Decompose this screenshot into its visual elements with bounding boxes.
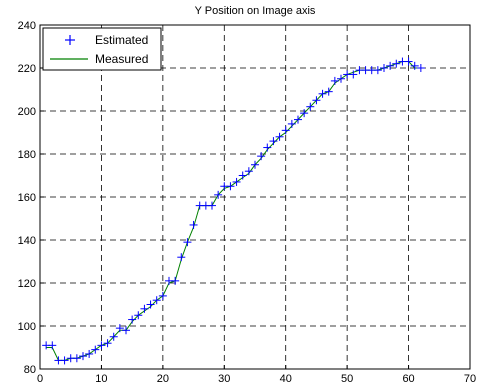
data-point-estimated	[281, 126, 290, 135]
y-tick-label: 180	[18, 149, 36, 161]
data-point-estimated	[152, 296, 161, 305]
legend-box	[42, 27, 162, 71]
data-point-estimated	[128, 315, 137, 324]
plot-area-frame	[39, 24, 471, 370]
data-point-estimated	[263, 143, 272, 152]
series-line-measured	[46, 61, 421, 361]
y-tick-label: 240	[18, 20, 36, 32]
y-tick-label: 200	[18, 106, 36, 118]
data-point-estimated	[300, 109, 309, 118]
chart-title: Y Position on Image axis	[195, 5, 316, 17]
data-point-estimated	[115, 324, 124, 333]
y-tick-label: 140	[18, 235, 36, 247]
data-point-estimated	[373, 66, 382, 75]
data-point-estimated	[60, 356, 69, 365]
data-point-estimated	[324, 87, 333, 96]
legend-label-measured: Measured	[95, 52, 148, 66]
y-tick-label: 120	[18, 278, 36, 290]
x-tick-label: 10	[95, 373, 107, 385]
x-tick-label: 60	[402, 373, 414, 385]
data-point-estimated	[410, 61, 419, 70]
data-point-estimated	[208, 201, 216, 210]
data-point-estimated	[140, 304, 149, 313]
data-point-estimated	[337, 74, 345, 83]
legend: Estimated Measured	[42, 27, 162, 71]
data-point-estimated	[91, 345, 100, 354]
data-point-estimated	[257, 152, 266, 161]
data-point-estimated	[177, 253, 186, 262]
x-tick-label: 0	[37, 373, 43, 385]
data-point-estimated	[158, 291, 167, 300]
data-point-estimated	[294, 115, 302, 124]
series-layer	[42, 57, 425, 365]
y-tick-label: 80	[24, 364, 36, 376]
x-tick-label: 40	[280, 373, 292, 385]
data-point-estimated	[330, 76, 339, 85]
data-point-estimated	[275, 132, 284, 141]
data-point-estimated	[349, 70, 358, 79]
axis-ticks: 0 10 20 30 40 50 60 70 80 100 120 140 160 180 200 220 24…	[18, 20, 476, 385]
y-tick-label: 100	[18, 321, 36, 333]
data-point-estimated	[183, 238, 192, 247]
data-point-estimated	[306, 102, 315, 111]
data-point-estimated	[287, 119, 296, 128]
data-point-estimated	[109, 332, 118, 341]
legend-label-estimated: Estimated	[95, 33, 148, 47]
data-point-estimated	[122, 326, 130, 335]
data-point-estimated	[312, 96, 321, 105]
data-point-estimated	[103, 339, 112, 348]
data-point-estimated	[392, 59, 401, 68]
grid	[40, 25, 470, 369]
data-point-estimated	[85, 349, 94, 358]
data-point-estimated	[232, 177, 241, 186]
data-point-estimated	[251, 160, 259, 169]
data-point-estimated	[269, 137, 278, 146]
data-point-estimated	[416, 64, 425, 72]
x-tick-label: 20	[157, 373, 169, 385]
x-tick-label: 50	[341, 373, 353, 385]
data-point-estimated	[79, 352, 87, 361]
y-tick-label: 160	[18, 192, 36, 204]
data-point-estimated	[146, 300, 155, 309]
data-point-estimated	[134, 311, 143, 320]
data-point-estimated	[386, 61, 395, 70]
data-point-estimated	[97, 341, 106, 350]
data-point-estimated	[244, 167, 253, 176]
data-point-estimated	[171, 276, 180, 285]
data-point-estimated	[380, 64, 388, 72]
y-tick-label: 220	[18, 63, 36, 75]
x-tick-label: 30	[218, 373, 230, 385]
data-point-estimated	[226, 182, 235, 191]
legend-marker-estimated	[65, 35, 75, 45]
x-tick-label: 70	[464, 373, 476, 385]
data-point-estimated	[48, 341, 57, 350]
data-point-estimated	[214, 190, 223, 199]
data-point-estimated	[318, 89, 327, 98]
data-point-estimated	[238, 171, 247, 180]
data-point-estimated	[404, 57, 413, 66]
data-point-estimated	[189, 220, 198, 229]
data-point-estimated	[72, 354, 81, 363]
